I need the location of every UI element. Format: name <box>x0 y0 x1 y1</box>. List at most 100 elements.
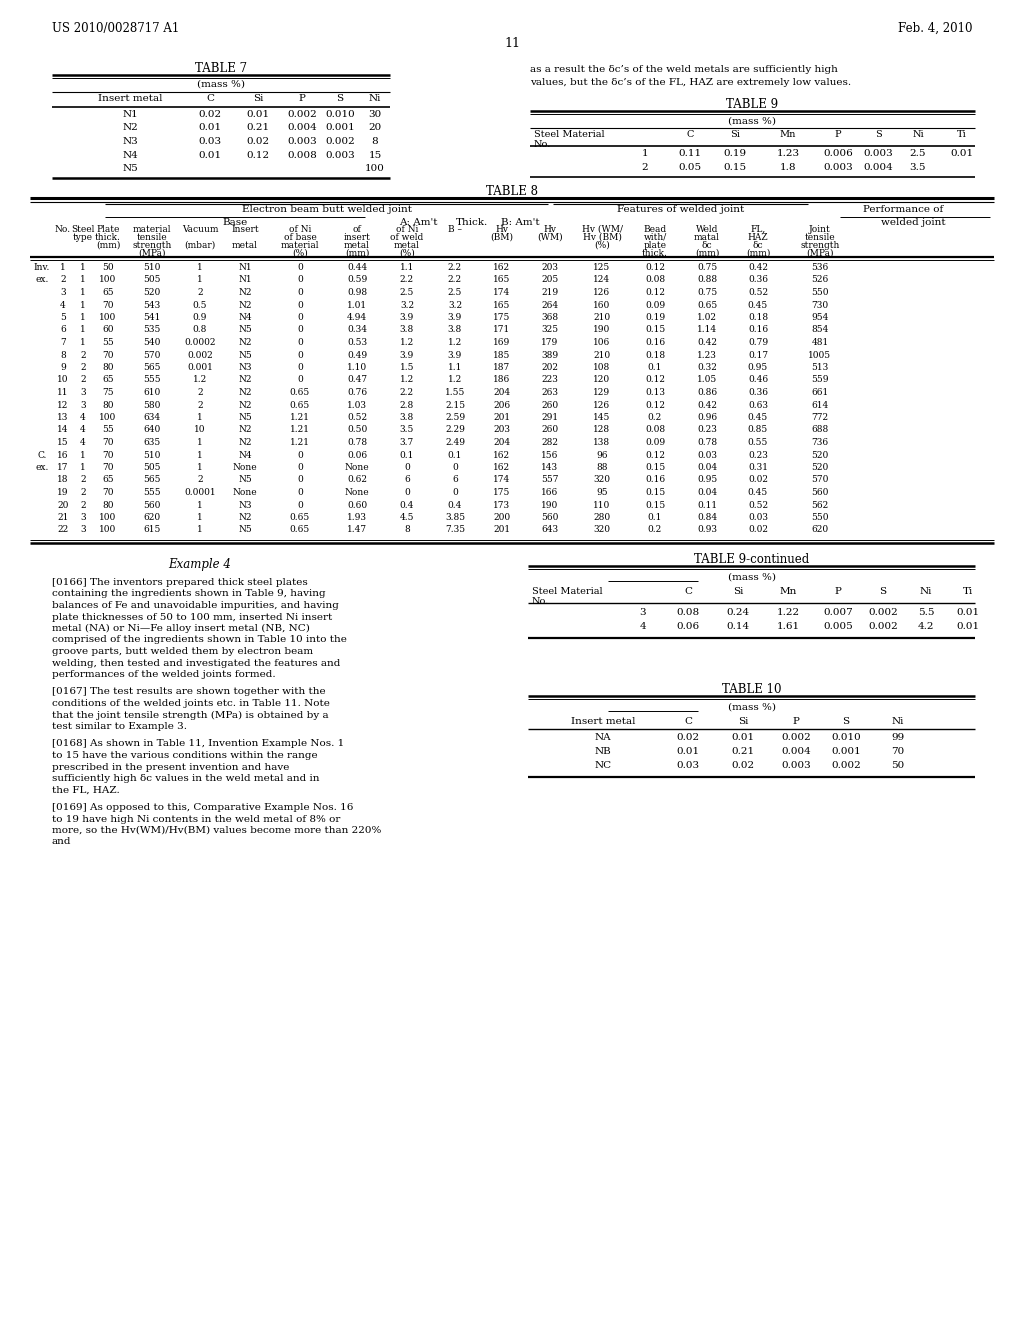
Text: 0.65: 0.65 <box>290 400 310 409</box>
Text: 19: 19 <box>57 488 69 498</box>
Text: S: S <box>843 717 850 726</box>
Text: 736: 736 <box>811 438 828 447</box>
Text: 3.9: 3.9 <box>400 313 414 322</box>
Text: 0.003: 0.003 <box>863 149 893 158</box>
Text: 0.03: 0.03 <box>748 513 768 521</box>
Text: 210: 210 <box>594 351 610 359</box>
Text: 3.8: 3.8 <box>400 326 414 334</box>
Text: 0.62: 0.62 <box>347 475 367 484</box>
Text: 129: 129 <box>594 388 610 397</box>
Text: 162: 162 <box>494 463 511 473</box>
Text: 615: 615 <box>143 525 161 535</box>
Text: 0.23: 0.23 <box>697 425 717 434</box>
Text: 0.21: 0.21 <box>247 124 269 132</box>
Text: 204: 204 <box>494 388 511 397</box>
Text: Bead: Bead <box>643 224 667 234</box>
Text: TABLE 8: TABLE 8 <box>486 185 538 198</box>
Text: 190: 190 <box>542 500 559 510</box>
Text: 0.45: 0.45 <box>748 413 768 422</box>
Text: 0.002: 0.002 <box>187 351 213 359</box>
Text: 70: 70 <box>102 463 114 473</box>
Text: 1.1: 1.1 <box>399 263 414 272</box>
Text: 0.01: 0.01 <box>199 124 221 132</box>
Text: 560: 560 <box>811 488 828 498</box>
Text: 0.75: 0.75 <box>697 263 717 272</box>
Text: 1.2: 1.2 <box>447 375 462 384</box>
Text: 0.004: 0.004 <box>781 747 811 756</box>
Text: 543: 543 <box>143 301 161 309</box>
Text: 3.9: 3.9 <box>447 313 462 322</box>
Text: 2.15: 2.15 <box>445 400 465 409</box>
Text: 1.61: 1.61 <box>776 622 800 631</box>
Text: 557: 557 <box>542 475 559 484</box>
Text: 0: 0 <box>297 450 303 459</box>
Text: 15: 15 <box>369 150 382 160</box>
Text: 0.010: 0.010 <box>326 110 355 119</box>
Text: 22: 22 <box>57 525 69 535</box>
Text: 3.9: 3.9 <box>400 351 414 359</box>
Text: 0.12: 0.12 <box>645 375 665 384</box>
Text: 2: 2 <box>80 500 86 510</box>
Text: 2: 2 <box>80 363 86 372</box>
Text: 536: 536 <box>811 263 828 272</box>
Text: S: S <box>874 129 882 139</box>
Text: S: S <box>337 94 344 103</box>
Text: Steel: Steel <box>72 224 94 234</box>
Text: 540: 540 <box>143 338 161 347</box>
Text: Electron beam butt welded joint: Electron beam butt welded joint <box>242 205 412 214</box>
Text: 0.5: 0.5 <box>193 301 207 309</box>
Text: 1: 1 <box>80 313 86 322</box>
Text: Vacuum: Vacuum <box>181 224 218 234</box>
Text: 0.02: 0.02 <box>748 525 768 535</box>
Text: C.: C. <box>37 450 47 459</box>
Text: δc: δc <box>753 242 763 249</box>
Text: 0.003: 0.003 <box>823 162 853 172</box>
Text: None: None <box>232 463 257 473</box>
Text: 0.002: 0.002 <box>868 622 898 631</box>
Text: N2: N2 <box>239 375 252 384</box>
Text: 2: 2 <box>198 288 203 297</box>
Text: 3: 3 <box>640 609 646 616</box>
Text: 260: 260 <box>542 425 558 434</box>
Text: 0.65: 0.65 <box>697 301 717 309</box>
Text: 10: 10 <box>57 375 69 384</box>
Text: 389: 389 <box>542 351 558 359</box>
Text: 0.01: 0.01 <box>199 150 221 160</box>
Text: 6: 6 <box>453 475 458 484</box>
Text: 661: 661 <box>811 388 828 397</box>
Text: 0.84: 0.84 <box>697 513 717 521</box>
Text: HAZ: HAZ <box>748 234 768 242</box>
Text: 4: 4 <box>640 622 646 631</box>
Text: 2: 2 <box>60 276 66 285</box>
Text: 0.008: 0.008 <box>287 150 316 160</box>
Text: 165: 165 <box>494 301 511 309</box>
Text: 186: 186 <box>494 375 511 384</box>
Text: Feb. 4, 2010: Feb. 4, 2010 <box>897 22 972 36</box>
Text: 0.15: 0.15 <box>645 500 666 510</box>
Text: 3.5: 3.5 <box>909 162 927 172</box>
Text: 0.003: 0.003 <box>326 150 355 160</box>
Text: 0.12: 0.12 <box>645 263 665 272</box>
Text: 541: 541 <box>143 313 161 322</box>
Text: 2: 2 <box>198 388 203 397</box>
Text: 0.36: 0.36 <box>748 388 768 397</box>
Text: 0.003: 0.003 <box>287 137 316 147</box>
Text: metal: metal <box>232 242 258 249</box>
Text: 0.03: 0.03 <box>199 137 221 147</box>
Text: 0.09: 0.09 <box>645 301 665 309</box>
Text: 126: 126 <box>594 400 610 409</box>
Text: 0: 0 <box>297 276 303 285</box>
Text: 0.13: 0.13 <box>645 388 665 397</box>
Text: 0.95: 0.95 <box>697 475 717 484</box>
Text: 634: 634 <box>143 413 161 422</box>
Text: 175: 175 <box>494 488 511 498</box>
Text: 99: 99 <box>891 733 904 742</box>
Text: 0.004: 0.004 <box>863 162 893 172</box>
Text: 0.34: 0.34 <box>347 326 367 334</box>
Text: 1: 1 <box>198 438 203 447</box>
Text: 0: 0 <box>404 463 410 473</box>
Text: 17: 17 <box>57 463 69 473</box>
Text: 635: 635 <box>143 438 161 447</box>
Text: 0.8: 0.8 <box>193 326 207 334</box>
Text: C: C <box>206 94 214 103</box>
